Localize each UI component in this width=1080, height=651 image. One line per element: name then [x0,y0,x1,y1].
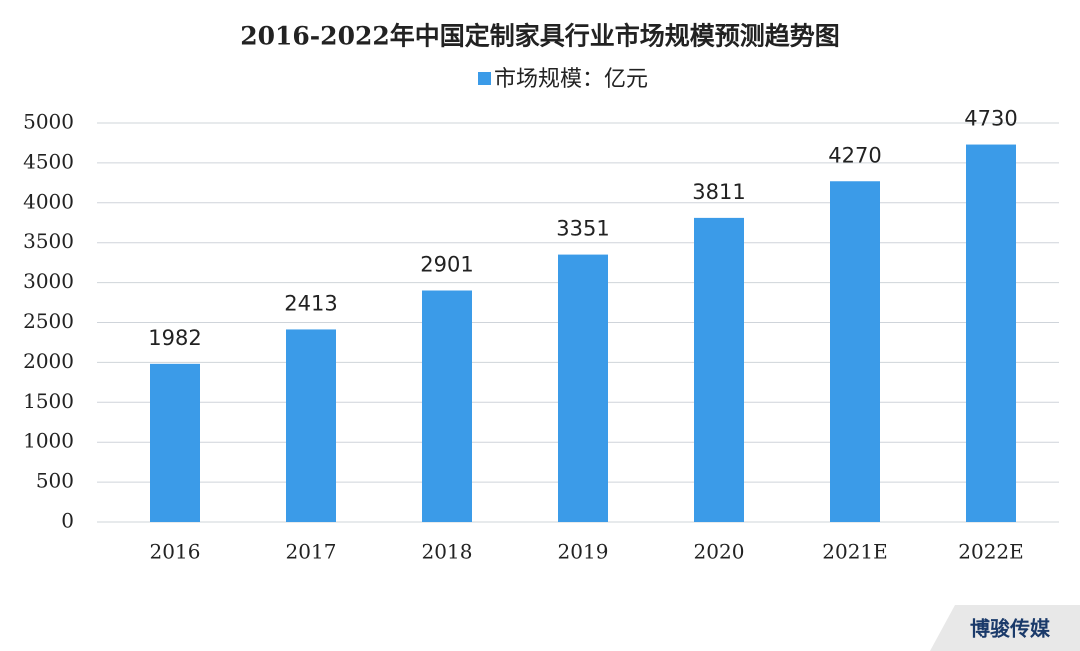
value-label: 1982 [148,326,201,350]
y-tick-label: 3500 [23,229,74,253]
bar [966,144,1016,522]
x-tick-label: 2017 [286,540,337,564]
x-tick-label: 2016 [150,540,201,564]
value-label: 3351 [556,217,609,241]
value-label: 2901 [420,253,473,277]
x-tick-label: 2022E [958,540,1024,564]
x-tick-label: 2020 [694,540,745,564]
y-tick-label: 4000 [23,189,74,213]
x-tick-label: 2018 [422,540,473,564]
y-tick-label: 5000 [23,110,74,134]
value-label: 2413 [284,291,337,315]
y-tick-label: 0 [61,509,74,533]
y-tick-label: 2500 [23,309,74,333]
y-tick-label: 4500 [23,149,74,173]
value-label: 4270 [828,143,881,167]
value-label: 3811 [692,180,745,204]
bar [150,363,200,522]
bar [830,181,880,522]
y-tick-label: 1000 [23,429,74,453]
x-tick-label: 2021E [822,540,888,564]
bar [558,254,608,522]
legend-swatch [478,72,491,85]
value-label: 4730 [964,107,1017,131]
watermark: 博骏传媒 [970,617,1051,641]
watermark-bg [930,605,1080,651]
y-tick-label: 1500 [23,389,74,413]
x-tick-label: 2019 [558,540,609,564]
legend-label: 市场规模：亿元 [494,67,648,92]
bar [422,290,472,522]
y-tick-label: 2000 [23,349,74,373]
y-tick-label: 500 [36,469,74,493]
bar [694,217,744,522]
bar [286,329,336,522]
y-tick-label: 3000 [23,269,74,293]
chart-title: 2016-2022年中国定制家具行业市场规模预测趋势图 [240,22,840,51]
